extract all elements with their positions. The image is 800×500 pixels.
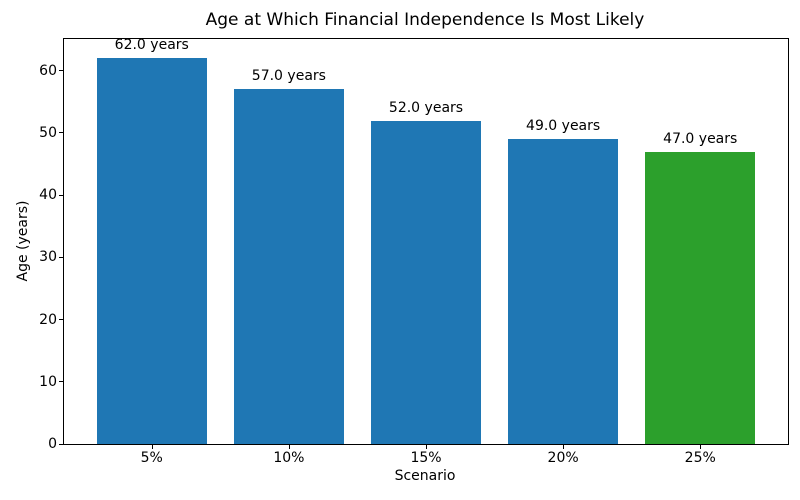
x-tick-label: 15%: [410, 450, 442, 466]
x-axis-label: Scenario: [394, 468, 456, 484]
x-tick-label: 20%: [547, 450, 579, 466]
bar-value-label: 62.0 years: [114, 37, 189, 54]
y-tick-mark: [59, 443, 63, 445]
x-tick-label: 25%: [684, 450, 716, 466]
x-tick-label: 10%: [273, 450, 305, 466]
bar: [96, 58, 207, 444]
y-tick-label: 40: [39, 187, 57, 204]
plot-area: 62.0 years 5% 57.0 years 10% 52.0 years 15% 49…: [39, 37, 789, 466]
x-tick-mark: [700, 445, 702, 449]
chart-title: Age at Which Financial Independence Is M…: [205, 10, 645, 30]
y-tick-label: 50: [39, 124, 57, 141]
bar-value-label: 57.0 years: [251, 68, 326, 85]
bar-value-label: 49.0 years: [526, 118, 601, 135]
bar: [508, 139, 618, 444]
bar: [371, 120, 481, 444]
bar: [234, 89, 344, 444]
y-tick-mark: [59, 319, 63, 321]
y-tick-mark: [59, 256, 63, 258]
y-tick-mark: [59, 132, 63, 134]
x-tick-mark: [426, 445, 427, 449]
y-tick-label: 20: [39, 311, 57, 328]
y-tick-label: 0: [48, 436, 57, 452]
y-tick-mark: [59, 381, 63, 383]
y-tick-label: 30: [39, 249, 57, 266]
x-tick-label: 5%: [140, 450, 163, 466]
y-tick-label: 10: [39, 373, 57, 390]
y-tick-label: 60: [39, 62, 57, 79]
bar-value-label: 52.0 years: [388, 99, 464, 116]
y-tick-mark: [59, 194, 63, 196]
x-tick-mark: [563, 445, 565, 449]
x-tick-mark: [288, 445, 290, 449]
x-tick-mark: [151, 445, 153, 449]
bar: [645, 151, 756, 444]
y-tick-mark: [59, 70, 63, 72]
bar-value-label: 47.0 years: [663, 130, 738, 147]
y-axis-label: Age (years): [15, 200, 31, 282]
